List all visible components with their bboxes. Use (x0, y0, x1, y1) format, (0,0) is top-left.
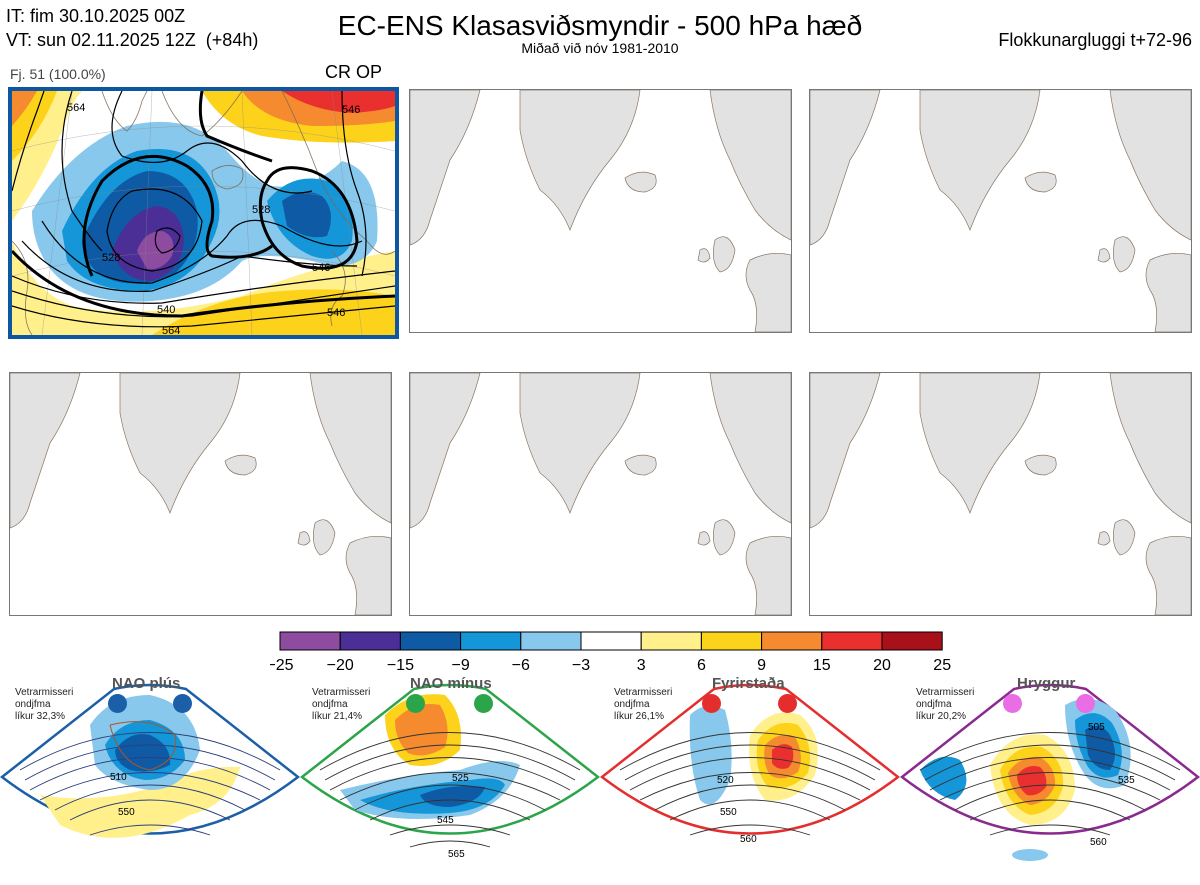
contour-label: 525 (452, 773, 469, 784)
contour-label: 520 (717, 775, 734, 786)
contour-label: 550 (720, 807, 737, 818)
colorbar-boxes (279, 631, 943, 651)
colorbar-box (279, 631, 341, 651)
colorbar-tick: 6 (697, 657, 706, 674)
colorbar-tick: −3 (572, 657, 590, 674)
cluster-tag: CR OP (325, 62, 383, 82)
regime-meta: Vetrarmisseri ondjfma líkur 20,2% (916, 687, 974, 723)
contour-label: 510 (110, 772, 127, 783)
colorbar-tick: 9 (757, 657, 766, 674)
colorbar-box (640, 631, 702, 651)
cluster-panel-4[interactable] (9, 372, 392, 616)
regime-nao-minus: 525 545 565 NAO mínus Vetrarmisseri ondjf… (299, 675, 601, 885)
regime-dot (474, 694, 493, 713)
colorbar-tick: −25 (270, 657, 294, 674)
meta-line: líkur 20,2% (916, 711, 967, 722)
regime-dot (702, 694, 721, 713)
meta-line: líkur 32,3% (15, 711, 66, 722)
contour-label: 546 (342, 104, 360, 116)
colorbar-tick: 25 (933, 657, 951, 674)
colorbar-tick: −6 (512, 657, 530, 674)
colorbar: −25 −20 −15 −9 −6 −3 3 6 9 15 20 25 (270, 631, 951, 674)
regime-nao-plus: 510 550 NAO plús Vetrarmisseri ondjfma lík… (0, 675, 301, 885)
regime-meta: Vetrarmisseri ondjfma líkur 26,1% (614, 687, 672, 723)
cluster-panel-3[interactable] (809, 89, 1192, 333)
regime-dot (1076, 694, 1095, 713)
meta-line: ondjfma (614, 699, 650, 710)
cluster-members-label: Fj. 51 (100.0%) (10, 66, 106, 82)
colorbar-box (339, 631, 401, 651)
contour-label: 505 (1088, 722, 1105, 733)
regime-dot (778, 694, 797, 713)
colorbar-box (460, 631, 522, 651)
meta-line: Vetrarmisseri (916, 687, 975, 698)
regime-meta: Vetrarmisseri ondjfma líkur 21,4% (312, 687, 370, 723)
regime-title: NAO plús (112, 675, 181, 692)
regime-map: 520 550 560 (599, 683, 901, 845)
contour-label: 560 (740, 834, 757, 845)
regime-title: Hryggur (1017, 675, 1076, 692)
contour-label: 528 (102, 252, 120, 264)
regime-title: Fyrirstaða (712, 675, 785, 692)
meta-line: líkur 21,4% (312, 711, 363, 722)
contour-label: 546 (312, 262, 330, 274)
regime-blocking: 520 550 560 Fyrirstaða Vetrarmisseri ondj… (599, 675, 901, 885)
init-time: IT: fim 30.10.2025 00Z (6, 6, 186, 26)
regime-dot (406, 694, 425, 713)
contour-label: 564 (67, 102, 85, 114)
regime-ridge: 505 535 560 Hryggur Vetrarmisseri ondjfma… (899, 675, 1200, 885)
colorbar-tick: −20 (327, 657, 354, 674)
colorbar-ticks: −25 −20 −15 −9 −6 −3 3 6 9 15 20 25 (270, 657, 951, 674)
contour-label: 545 (437, 815, 454, 826)
meta-line: ondjfma (15, 699, 51, 710)
contour-label: 546 (327, 307, 345, 319)
colorbar-tick: 15 (813, 657, 831, 674)
contour-label: 560 (1090, 837, 1107, 848)
contour-label: 540 (157, 304, 175, 316)
valid-time: VT: sun 02.11.2025 12Z (+84h) (6, 30, 259, 50)
cluster-panel-5[interactable] (409, 372, 792, 616)
cluster-panel-2[interactable] (409, 89, 792, 333)
colorbar-tick: −9 (451, 657, 469, 674)
colorbar-box (821, 631, 883, 651)
contour-label: 528 (252, 204, 270, 216)
meta-line: Vetrarmisseri (312, 687, 371, 698)
regime-dot (108, 694, 127, 713)
meta-line: Vetrarmisseri (614, 687, 673, 698)
colorbar-box (580, 631, 642, 651)
regime-map: 525 545 565 (299, 683, 601, 860)
classification-window: Flokkunargluggi t+72-96 (998, 30, 1192, 50)
regime-map: 505 535 560 (899, 683, 1200, 861)
colorbar-box (700, 631, 763, 651)
colorbar-box (520, 631, 582, 651)
contour-label: 550 (118, 807, 135, 818)
regime-dot (173, 694, 192, 713)
chart-title: EC-ENS Klasasviðsmyndir - 500 hPa hæð (337, 10, 863, 41)
meta-line: ondjfma (312, 699, 348, 710)
header-times: IT: fim 30.10.2025 00Z VT: sun 02.11.202… (6, 4, 258, 52)
cluster-map-1: 528 528 540 546 546 564 564 546 (12, 91, 395, 335)
regime-dot (1003, 694, 1022, 713)
meta-line: ondjfma (916, 699, 952, 710)
colorbar-tick: 3 (637, 657, 646, 674)
colorbar-tick: −15 (387, 657, 414, 674)
regime-meta: Vetrarmisseri ondjfma líkur 32,3% (15, 687, 73, 723)
contour-label: 564 (162, 325, 180, 335)
contour-label: 565 (448, 849, 465, 860)
colorbar-tick: 20 (873, 657, 891, 674)
chart-subtitle: Miðað við nóv 1981-2010 (521, 40, 679, 56)
regime-title: NAO mínus (410, 675, 492, 692)
colorbar-box (761, 631, 823, 651)
meta-line: Vetrarmisseri (15, 687, 74, 698)
colorbar-box (881, 631, 943, 651)
cluster-panel-1[interactable]: 528 528 540 546 546 564 564 546 (8, 87, 399, 339)
cluster-panel-6[interactable] (809, 372, 1192, 616)
meta-line: líkur 26,1% (614, 711, 665, 722)
regime-map: 510 550 (0, 683, 301, 838)
colorbar-box (399, 631, 462, 651)
contour-label: 535 (1118, 775, 1135, 786)
